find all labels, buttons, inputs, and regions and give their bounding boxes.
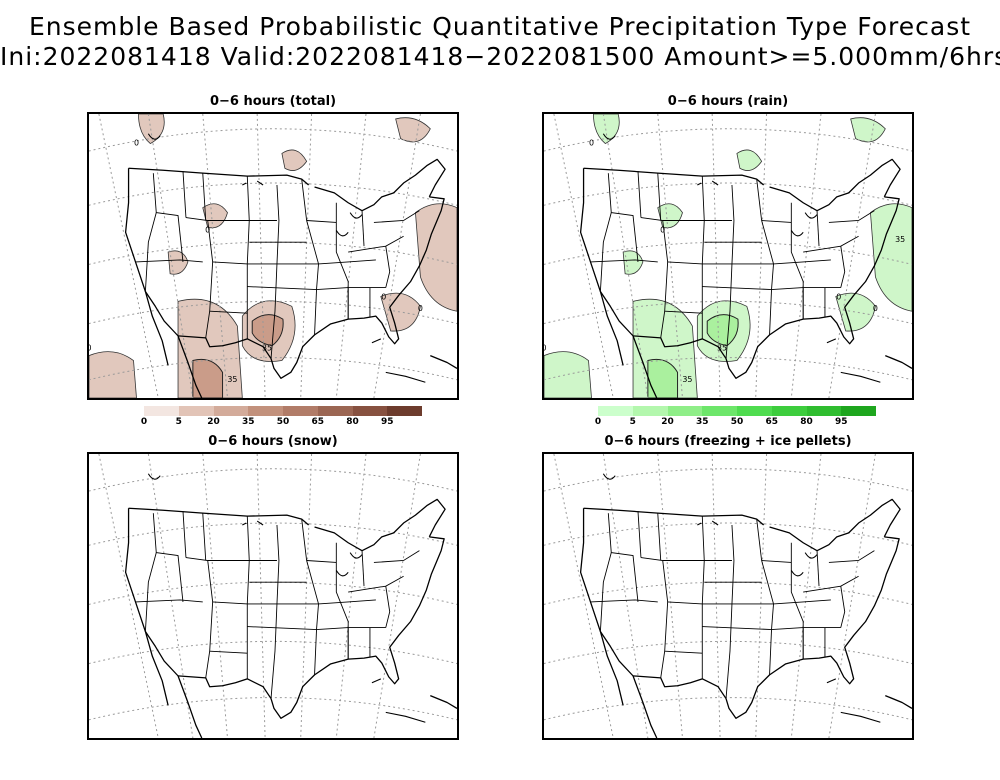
map-canvas-snow bbox=[89, 454, 457, 738]
colorbar-cell bbox=[248, 406, 283, 416]
colorbar-ticks: 0 5 20 35 50 65 80 95 bbox=[594, 416, 876, 428]
panel-title-rain: 0−6 hours (rain) bbox=[667, 94, 789, 109]
contour-label: 35 bbox=[227, 375, 237, 384]
colorbar-cell bbox=[387, 406, 422, 416]
basemap-rain bbox=[544, 114, 912, 398]
prob-core-gulf bbox=[647, 358, 679, 398]
colorbar-cell bbox=[737, 406, 772, 416]
colorbar-tick-label: 35 bbox=[241, 417, 255, 427]
colorbar-tick-label: 95 bbox=[834, 417, 848, 427]
contour-label: 35 bbox=[717, 344, 727, 353]
colorbar-tick-label: 20 bbox=[661, 417, 674, 427]
colorbar-cell bbox=[632, 406, 668, 416]
prob-area-pacific bbox=[544, 351, 592, 398]
subtitle-valid-time: Ini:2022081418 Valid:2022081418−20220815… bbox=[0, 42, 1000, 71]
colorbar-cell bbox=[806, 406, 842, 416]
colorbar-tick-label: 20 bbox=[207, 417, 220, 427]
map-panel-total: 0 0 0 0 0 35 35 bbox=[87, 112, 459, 400]
colorbar-tick-label: 5 bbox=[175, 417, 182, 427]
map-canvas-total: 0 0 0 0 0 35 35 bbox=[89, 114, 457, 398]
main-title: Ensemble Based Probabilistic Quantitativ… bbox=[28, 12, 972, 41]
contour-label: 0 bbox=[381, 292, 386, 301]
map-canvas-freezing bbox=[544, 454, 912, 738]
basemap-freezing bbox=[544, 454, 912, 738]
contour-label: 0 bbox=[89, 344, 92, 353]
map-panel-rain: 0 0 0 0 0 35 35 35 bbox=[542, 112, 914, 400]
colorbar-cell bbox=[598, 406, 633, 416]
colorbar-cell bbox=[841, 406, 876, 416]
basemap-snow bbox=[89, 454, 457, 738]
panel-title-total: 0−6 hours (total) bbox=[209, 94, 337, 109]
contour-label: 0 bbox=[589, 139, 594, 148]
colorbar-cell bbox=[178, 406, 214, 416]
colorbar-cell bbox=[283, 406, 318, 416]
panel-title-snow: 0−6 hours (snow) bbox=[208, 434, 338, 449]
colorbar-cell bbox=[213, 406, 249, 416]
prob-area-great-lakes bbox=[736, 149, 763, 171]
colorbar-cells bbox=[144, 406, 422, 416]
probability-fill-rain bbox=[544, 114, 912, 398]
prob-area-florida bbox=[380, 292, 421, 332]
colorbar-rain: 0 5 20 35 50 65 80 95 bbox=[594, 406, 876, 428]
prob-area-southwest bbox=[167, 250, 189, 275]
colorbar-tick-label: 65 bbox=[311, 417, 325, 427]
prob-area-great-lakes bbox=[281, 149, 308, 171]
prob-core-texas bbox=[706, 314, 739, 347]
colorbar-tick-label: 50 bbox=[730, 417, 744, 427]
basemap-total bbox=[89, 114, 457, 398]
colorbar-cell bbox=[317, 406, 353, 416]
colorbar-cells bbox=[598, 406, 876, 416]
prob-core-texas bbox=[251, 314, 284, 347]
colorbar-tick-label: 95 bbox=[380, 417, 394, 427]
prob-area-rockies bbox=[657, 203, 683, 229]
prob-area-atlantic bbox=[415, 203, 457, 312]
colorbar-total: 0 5 20 35 50 65 80 95 bbox=[140, 406, 422, 428]
colorbar-cell bbox=[144, 406, 179, 416]
prob-area-canada-east bbox=[850, 117, 886, 143]
colorbar-ticks: 0 5 20 35 50 65 80 95 bbox=[140, 416, 422, 428]
probability-fill-total bbox=[89, 114, 457, 398]
map-panel-freezing bbox=[542, 452, 914, 740]
contour-label: 0 bbox=[873, 304, 878, 313]
colorbar-tick-label: 35 bbox=[695, 417, 709, 427]
colorbar-tick-label: 80 bbox=[346, 417, 359, 427]
contour-label: 0 bbox=[836, 292, 841, 301]
panel-title-freezing: 0−6 hours (freezing + ice pellets) bbox=[604, 434, 852, 449]
contour-label: 0 bbox=[660, 225, 665, 234]
prob-core-gulf bbox=[192, 358, 224, 398]
colorbar-tick-label: 65 bbox=[765, 417, 779, 427]
prob-area-canada-west bbox=[593, 114, 620, 145]
contour-label: 35 bbox=[682, 375, 692, 384]
prob-area-florida bbox=[835, 292, 876, 332]
contour-label: 0 bbox=[205, 225, 210, 234]
colorbar-tick-label: 80 bbox=[800, 417, 813, 427]
contour-label: 35 bbox=[262, 344, 272, 353]
colorbar-tick-label: 5 bbox=[629, 417, 636, 427]
prob-area-rockies bbox=[202, 203, 228, 229]
contour-label: 0 bbox=[418, 304, 423, 313]
contour-label: 35 bbox=[895, 235, 905, 244]
prob-area-canada-west bbox=[138, 114, 165, 145]
prob-area-southwest bbox=[622, 250, 644, 275]
prob-area-atlantic bbox=[870, 203, 912, 312]
prob-area-pacific bbox=[89, 351, 137, 398]
colorbar-tick-label: 0 bbox=[594, 417, 602, 427]
colorbar-cell bbox=[352, 406, 388, 416]
map-panel-snow bbox=[87, 452, 459, 740]
map-canvas-rain: 0 0 0 0 0 35 35 35 bbox=[544, 114, 912, 398]
colorbar-cell bbox=[771, 406, 807, 416]
colorbar-cell bbox=[667, 406, 703, 416]
contour-label: 0 bbox=[134, 139, 139, 148]
colorbar-tick-label: 50 bbox=[276, 417, 290, 427]
colorbar-tick-label: 0 bbox=[140, 417, 148, 427]
contour-label: 0 bbox=[544, 344, 547, 353]
prob-area-canada-east bbox=[395, 117, 431, 143]
colorbar-cell bbox=[702, 406, 737, 416]
